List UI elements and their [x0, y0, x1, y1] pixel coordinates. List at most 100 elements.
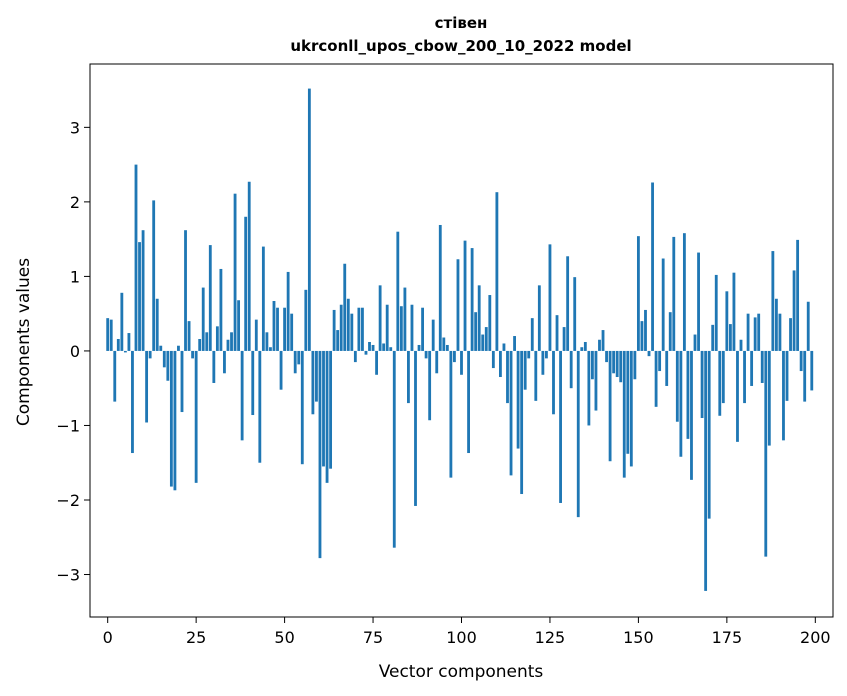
x-tick-label: 100 [446, 628, 477, 647]
bar [668, 312, 672, 351]
bar [378, 285, 382, 351]
bar [276, 307, 279, 351]
bar [212, 350, 216, 383]
bar [318, 350, 322, 559]
bar [297, 350, 301, 365]
bar [410, 304, 414, 351]
bar [279, 350, 283, 390]
bar [290, 313, 294, 351]
bar [138, 242, 141, 351]
bar [109, 319, 113, 351]
bar [332, 309, 336, 351]
bar [654, 350, 658, 407]
y-axis-ticks: −3 −2 −1 0 1 2 3 [56, 118, 90, 585]
bar [364, 350, 368, 355]
bar [438, 224, 442, 351]
bar [545, 350, 548, 359]
bar [580, 347, 584, 351]
bar [162, 350, 166, 368]
bar [594, 350, 598, 411]
bar [208, 245, 212, 351]
bar [516, 350, 520, 449]
bar [789, 318, 792, 351]
y-tick-label: −2 [56, 491, 80, 510]
bar [385, 304, 389, 351]
bar [771, 251, 775, 351]
bar [449, 350, 453, 478]
bar [371, 344, 375, 351]
bar [566, 256, 570, 351]
bar [145, 350, 149, 423]
bar [569, 350, 573, 389]
bar [530, 318, 534, 351]
bar [760, 350, 764, 383]
bar [576, 350, 580, 518]
y-tick-label: 0 [70, 342, 80, 361]
bar [679, 350, 683, 457]
bar [598, 339, 601, 351]
bar [304, 289, 308, 351]
bar [534, 350, 538, 401]
bar [806, 301, 810, 351]
y-tick-label: −3 [56, 566, 80, 585]
bar [131, 350, 134, 454]
bar [191, 350, 195, 359]
bar [658, 350, 662, 372]
x-tick-label: 175 [712, 628, 743, 647]
x-tick-label: 25 [186, 628, 206, 647]
bar [672, 236, 676, 351]
bar [725, 291, 729, 351]
bar [357, 307, 361, 351]
bar [739, 339, 743, 351]
bar [403, 287, 407, 351]
bar [608, 350, 612, 462]
bar [690, 350, 693, 480]
bar [636, 236, 640, 351]
chart-subtitle: ukrconll_upos_cbow_200_10_2022 model [290, 37, 631, 55]
bar [205, 332, 209, 351]
bar [265, 332, 269, 351]
bar [474, 312, 478, 351]
bar [166, 350, 170, 381]
bar [361, 307, 364, 351]
y-tick-label: 3 [70, 118, 80, 137]
x-tick-label: 75 [363, 628, 383, 647]
bar [431, 319, 435, 351]
bar [261, 246, 265, 351]
bar [307, 88, 311, 351]
bar [442, 337, 446, 351]
bar [651, 182, 654, 351]
bar [389, 347, 393, 351]
y-tick-label: 2 [70, 193, 80, 212]
bar [622, 350, 626, 478]
bar [230, 332, 233, 351]
bar [470, 248, 474, 351]
bar [753, 317, 757, 351]
bar [201, 287, 205, 351]
bar [792, 270, 796, 351]
bar [336, 330, 340, 351]
bar [424, 350, 428, 359]
bar [113, 350, 117, 402]
bar [601, 330, 605, 351]
bar [315, 350, 318, 402]
bar [417, 344, 421, 351]
x-tick-label: 200 [800, 628, 831, 647]
bar [640, 321, 644, 351]
bar [435, 350, 439, 374]
bar [590, 350, 594, 380]
bar [123, 350, 127, 353]
x-tick-label: 125 [535, 628, 566, 647]
bar [552, 350, 555, 415]
bar [293, 350, 297, 374]
bar [686, 350, 690, 439]
bar [587, 350, 591, 426]
bar [311, 350, 315, 415]
bar [491, 350, 495, 369]
bar [463, 240, 467, 351]
bar [392, 350, 396, 548]
bar [325, 350, 329, 483]
bar [661, 258, 665, 351]
bar [414, 350, 417, 506]
